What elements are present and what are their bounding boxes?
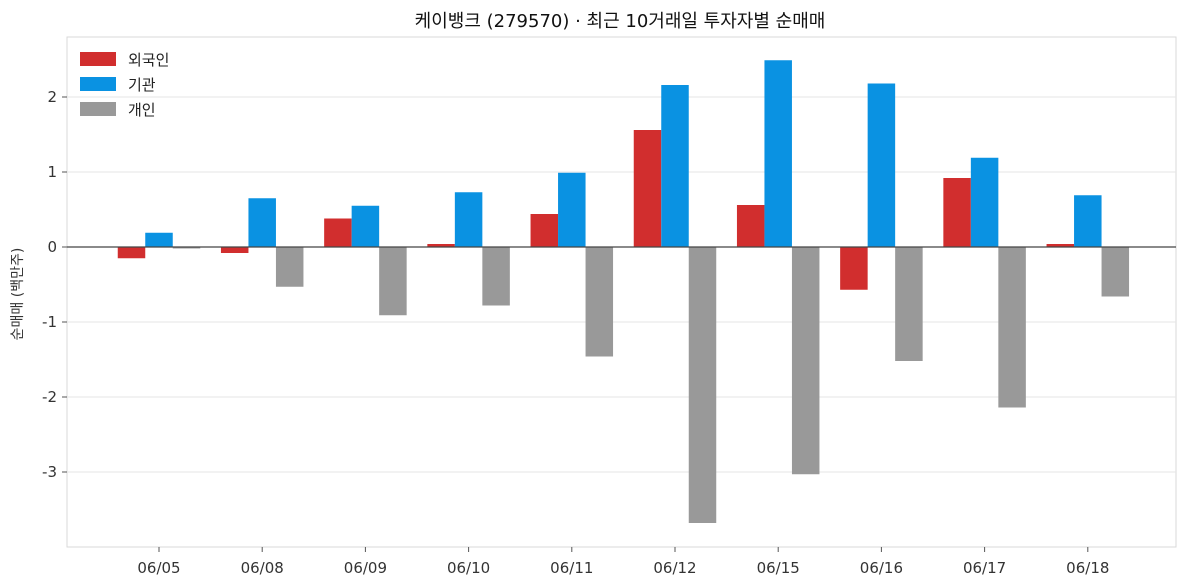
x-tick-label: 06/12 [653,559,696,577]
bar [736,205,765,247]
legend-label: 기관 [128,76,156,94]
bar [1101,247,1130,297]
bar [530,214,559,247]
bars-layer [117,60,1130,523]
bar [970,157,999,247]
bar [633,130,662,247]
bar [585,247,614,357]
y-tick-label: -3 [42,463,57,481]
legend-label: 개인 [128,101,156,119]
bar [117,247,146,259]
x-ticks-layer: 06/05 06/08 06/09 06/10 06/11 06/12 06/15 06/16… [137,547,1109,577]
x-tick-label: 06/15 [757,559,800,577]
y-axis-title: 순매매 (백만주) [10,248,26,341]
bar [220,247,249,253]
y-tick-label: 2 [47,88,57,106]
y-tick-label: 1 [47,163,57,181]
bar [324,218,352,247]
x-tick-label: 06/16 [860,559,903,577]
x-tick-label: 06/09 [344,559,387,577]
bar [1074,195,1102,247]
legend-swatch [80,102,116,116]
x-tick-label: 06/18 [1066,559,1109,577]
bar [172,247,201,249]
bar [379,247,407,316]
x-tick-label: 06/17 [963,559,1006,577]
y-tick-label: -2 [42,388,57,406]
bar [791,247,820,475]
legend-swatch [80,77,116,91]
bar [275,247,304,287]
bar [998,247,1026,408]
chart-title: 케이뱅크 (279570) · 최근 10거래일 투자자별 순매매 [415,11,826,32]
bar [688,247,717,523]
x-tick-label: 06/08 [241,559,284,577]
plot-frame [66,36,1177,548]
bar [145,232,173,247]
x-tick-label: 06/05 [137,559,180,577]
bar [558,172,586,247]
bar [661,85,689,247]
bar [427,244,455,247]
bar [351,205,380,247]
bar [248,198,276,247]
y-ticks-layer: -3 -2 -1 0 1 2 [42,88,67,481]
bar [943,178,971,247]
y-tick-label: 0 [47,238,57,256]
bar [895,247,923,361]
bar [454,192,483,247]
bar [840,247,868,290]
legend-label: 외국인 [128,51,169,69]
bar [867,83,896,247]
x-tick-label: 06/10 [447,559,490,577]
y-tick-label: -1 [42,313,57,331]
bar [764,60,792,247]
x-tick-label: 06/11 [550,559,593,577]
bar [1046,244,1075,247]
bar [482,247,510,306]
legend-swatch [80,52,116,66]
